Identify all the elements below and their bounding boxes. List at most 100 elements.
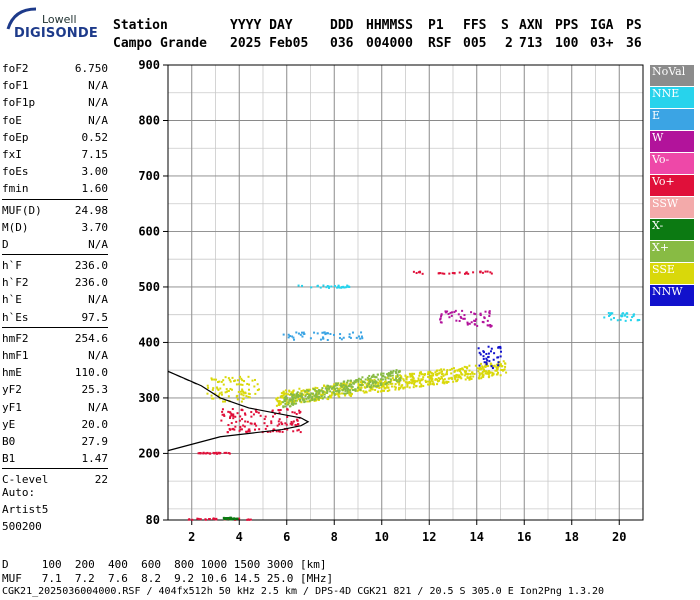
- data-point: [490, 324, 493, 327]
- data-point: [479, 271, 482, 274]
- data-point: [479, 368, 482, 371]
- data-point: [398, 382, 401, 385]
- data-point: [384, 376, 387, 379]
- data-point: [436, 383, 439, 386]
- header-row2-cell-3: 004000: [366, 36, 413, 51]
- data-point: [333, 285, 336, 288]
- data-point: [357, 382, 360, 385]
- data-point: [629, 319, 632, 322]
- data-point: [343, 386, 346, 389]
- data-point: [405, 381, 408, 384]
- data-point: [362, 383, 365, 386]
- data-point: [335, 390, 338, 393]
- data-point: [301, 284, 304, 287]
- data-point: [406, 384, 409, 387]
- data-point: [327, 396, 330, 399]
- data-point: [279, 402, 282, 405]
- data-point: [295, 395, 298, 398]
- data-point: [488, 360, 491, 363]
- data-point: [423, 374, 426, 377]
- data-point: [406, 383, 409, 386]
- data-point: [395, 375, 398, 378]
- data-point: [224, 400, 227, 403]
- data-point: [284, 405, 287, 408]
- data-point: [259, 414, 262, 417]
- data-point: [229, 416, 232, 419]
- data-point: [387, 386, 390, 389]
- header-row2-cell-1: 2025 Feb05: [230, 36, 309, 51]
- data-point: [364, 378, 367, 381]
- data-point: [459, 368, 462, 371]
- data-point: [365, 391, 368, 394]
- data-point: [326, 338, 329, 341]
- data-point: [492, 358, 495, 361]
- data-point: [487, 345, 490, 348]
- data-point: [434, 378, 437, 381]
- data-point: [316, 284, 319, 287]
- data-point: [291, 400, 294, 403]
- data-point: [221, 413, 224, 416]
- data-point: [360, 380, 363, 383]
- data-point: [620, 314, 623, 317]
- data-point: [397, 388, 400, 391]
- data-point: [451, 311, 454, 314]
- data-point: [310, 286, 313, 289]
- data-point: [354, 381, 357, 384]
- param-name: hmF2: [2, 331, 29, 345]
- header-row1-cell-0: Station: [113, 18, 168, 33]
- data-point: [440, 375, 443, 378]
- data-point: [448, 316, 451, 319]
- data-point: [471, 372, 474, 375]
- data-point: [488, 375, 491, 378]
- data-point: [238, 383, 241, 386]
- data-point: [333, 392, 336, 395]
- param-separator: [2, 326, 108, 328]
- data-point: [278, 430, 281, 433]
- data-point: [302, 331, 305, 334]
- data-point: [225, 388, 228, 391]
- data-point: [464, 378, 467, 381]
- param-row: h`F 236.0: [2, 257, 108, 274]
- data-point: [334, 384, 337, 387]
- data-point: [457, 376, 460, 379]
- digisonde-logo: Lowell DIGISONDE: [4, 4, 112, 44]
- data-point: [374, 380, 377, 383]
- data-point: [244, 420, 247, 423]
- data-point: [287, 401, 290, 404]
- data-point: [386, 390, 389, 393]
- data-point: [293, 394, 296, 397]
- data-point: [321, 397, 324, 400]
- data-point: [626, 315, 629, 318]
- data-point: [380, 380, 383, 383]
- data-point: [418, 374, 421, 377]
- data-point: [368, 379, 371, 382]
- data-point: [477, 347, 480, 350]
- data-point: [255, 424, 258, 427]
- data-point: [378, 380, 381, 383]
- data-point: [336, 286, 339, 289]
- data-point: [486, 364, 489, 367]
- data-point: [235, 420, 238, 423]
- data-point: [217, 388, 220, 391]
- data-point: [459, 315, 462, 318]
- data-point: [390, 385, 393, 388]
- data-point: [229, 415, 232, 418]
- data-point: [316, 332, 319, 335]
- param-name: yE: [2, 417, 16, 431]
- data-point: [438, 372, 441, 375]
- data-point: [300, 392, 303, 395]
- data-point: [479, 353, 482, 356]
- param-value: N/A: [88, 79, 108, 93]
- x-tick-label: 18: [565, 530, 579, 544]
- data-point: [219, 387, 222, 390]
- data-point: [232, 427, 235, 430]
- data-point: [504, 365, 507, 368]
- data-point: [453, 311, 456, 314]
- data-point: [395, 369, 398, 372]
- data-point: [485, 372, 488, 375]
- data-point: [432, 372, 435, 375]
- data-point: [431, 378, 434, 381]
- data-point: [210, 394, 213, 397]
- data-point: [300, 395, 303, 398]
- header-row2-cell-0: Campo Grande: [113, 36, 207, 51]
